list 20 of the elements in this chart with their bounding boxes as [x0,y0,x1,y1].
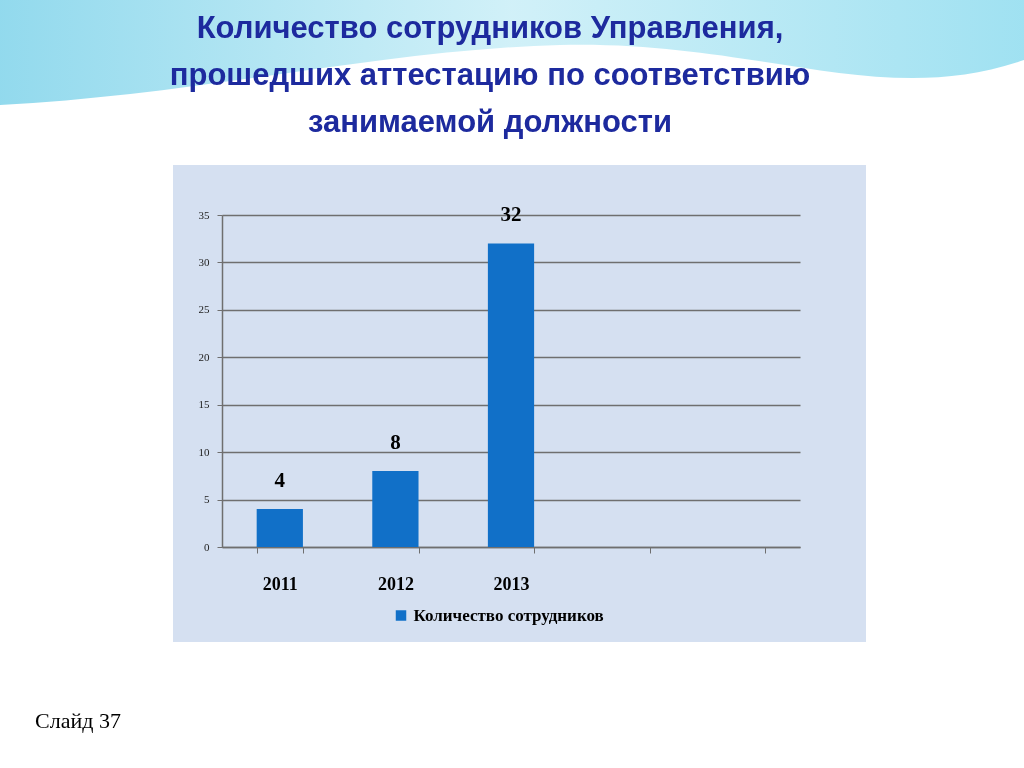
y-tick-label: 20 [198,350,210,363]
chart-title: Количество сотрудников Управления, прошедших аттестацию по соответствию занимаемой должности [168,9,812,141]
y-tick-label: 30 [198,255,210,268]
data-label: 32 [500,202,522,227]
y-tick-label: 10 [198,445,210,458]
y-tick-label: 15 [198,398,210,411]
x-tick-label: 2011 [262,573,298,594]
text: Слайд 37 [35,708,121,734]
bar [487,243,535,547]
data-label: 8 [390,430,401,455]
y-tick-label: 5 [204,493,210,506]
y-tick-label: 35 [198,208,210,221]
data-label: 4 [274,468,286,493]
bar [372,471,419,547]
x-tick-label: 2013 [493,573,530,594]
legend-label: Количество сотрудников [413,605,604,625]
y-tick-label: 25 [198,303,210,316]
bar [256,509,303,547]
x-tick-label: 2012 [377,573,414,594]
y-tick-label: 0 [204,540,210,553]
